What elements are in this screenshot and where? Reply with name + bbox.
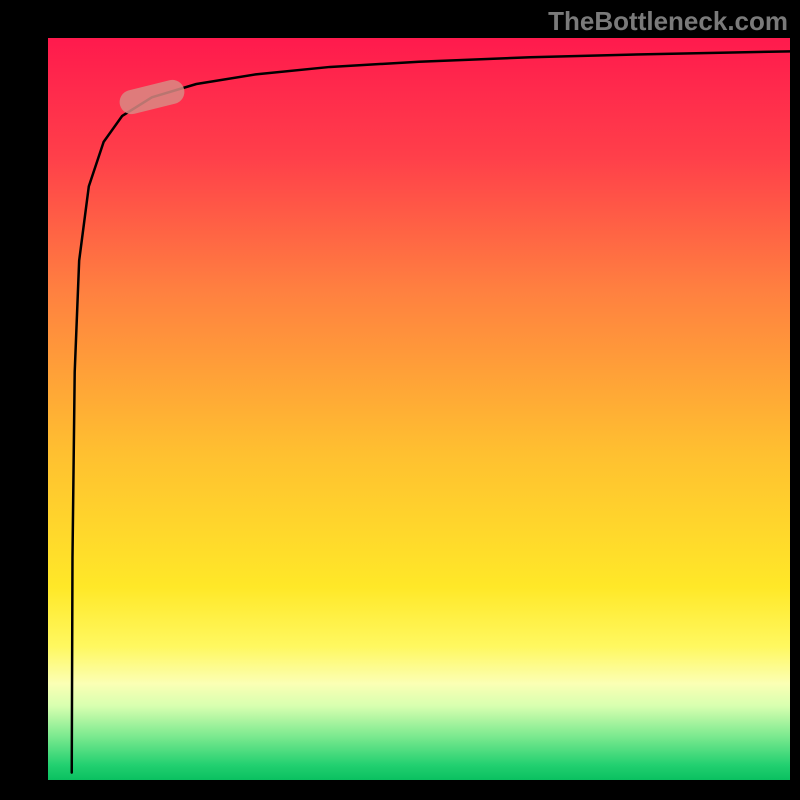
chart-curve-path <box>72 51 790 772</box>
watermark-label: TheBottleneck.com <box>548 6 788 37</box>
chart-curve-svg <box>48 38 790 780</box>
chart-plot-area <box>48 38 790 780</box>
canvas-root: TheBottleneck.com <box>0 0 800 800</box>
